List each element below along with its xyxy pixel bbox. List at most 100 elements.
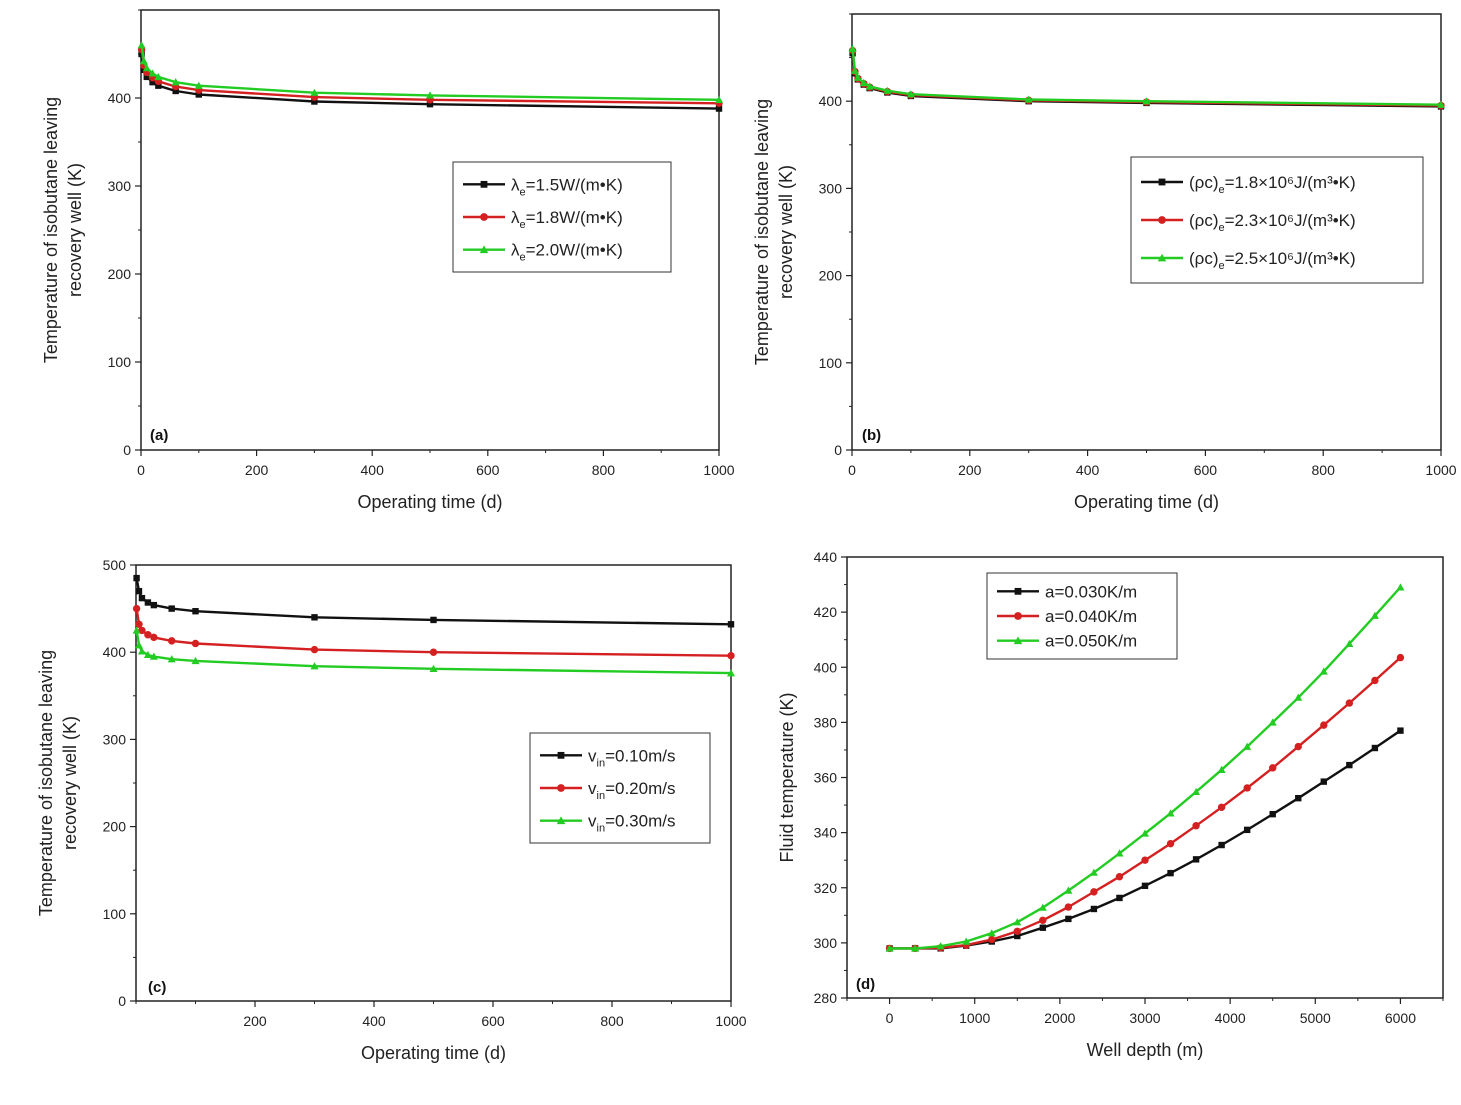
data-point — [1346, 761, 1353, 769]
panel-label: (b) — [862, 427, 881, 444]
x-axis-title: Operating time (d) — [361, 1043, 506, 1063]
x-axis-title: Operating time (d) — [1074, 492, 1219, 512]
legend-label: (ρc)e=2.3×10⁶J/(m³•K) — [1189, 211, 1356, 234]
legend-marker — [556, 816, 566, 825]
data-point — [144, 631, 152, 639]
data-point — [150, 601, 158, 609]
data-point — [430, 616, 437, 624]
data-point — [1166, 809, 1175, 817]
data-point — [1243, 826, 1251, 834]
legend-marker — [480, 180, 488, 188]
data-point — [1345, 639, 1354, 648]
y-axis-title: Fluid temperature (K) — [777, 692, 797, 862]
series-line-1 — [135, 577, 732, 626]
legend-marker — [479, 245, 489, 254]
x-tick-label: 200 — [958, 462, 982, 478]
data-point — [1089, 868, 1098, 876]
x-tick-label: 400 — [361, 462, 385, 478]
data-point — [1295, 794, 1302, 802]
legend-label: λe=2.0W/(m•K) — [511, 241, 623, 264]
data-point — [859, 78, 868, 87]
panel-c: 200 400 600 800 1000 0 100 200 300 400 500 Operatin… — [36, 557, 747, 1063]
panel-label: (c) — [148, 979, 166, 996]
data-point — [429, 648, 438, 656]
data-point — [1371, 676, 1379, 685]
legend-label: λe=1.5W/(m•K) — [511, 175, 623, 198]
y-axis-title: recovery well (K) — [65, 163, 85, 297]
y-axis-title: Temperature of isobutane leaving — [41, 97, 61, 363]
data-point — [988, 935, 996, 944]
data-point — [1013, 927, 1021, 935]
y-axis-title: recovery well (K) — [60, 716, 80, 850]
x-tick-label: 1000 — [959, 1010, 990, 1026]
data-point — [138, 594, 146, 602]
data-point — [1090, 905, 1098, 913]
legend-label: vin=0.30m/s — [588, 812, 675, 835]
data-point — [853, 73, 862, 81]
data-point — [1243, 742, 1252, 750]
data-point — [310, 645, 319, 654]
data-point — [1115, 849, 1124, 857]
panel-a: 0 200 400 600 800 1000 0 100 200 300 400 Operating … — [41, 9, 735, 512]
legend-marker — [1158, 216, 1166, 224]
y-tick-label: 340 — [814, 825, 838, 841]
y-tick-label: 200 — [103, 819, 127, 835]
legend-marker — [1013, 636, 1023, 645]
data-point — [1038, 903, 1047, 911]
x-tick-label: 2000 — [1044, 1010, 1075, 1026]
data-point — [1142, 97, 1151, 105]
data-point — [143, 650, 152, 659]
legend-label: a=0.030K/m — [1045, 582, 1137, 601]
data-point — [1294, 742, 1302, 751]
data-point — [1141, 856, 1149, 864]
data-point — [191, 639, 200, 648]
legend-label: a=0.040K/m — [1045, 607, 1137, 626]
data-point — [155, 82, 162, 89]
data-point — [848, 44, 857, 53]
legend-marker — [1014, 587, 1022, 595]
data-point — [1167, 869, 1174, 877]
data-point — [168, 605, 175, 612]
data-point — [1371, 744, 1379, 752]
data-point — [311, 614, 318, 621]
legend-marker — [1157, 253, 1167, 262]
data-point — [1319, 667, 1328, 675]
panel-d: 0 1000 2000 3000 4000 5000 6000 280 300 320 340 360… — [777, 549, 1444, 1060]
data-point — [1218, 841, 1225, 849]
y-axis-title: recovery well (K) — [776, 165, 796, 299]
x-tick-label: 800 — [592, 462, 616, 478]
x-tick-label: 200 — [243, 1013, 267, 1029]
data-point — [1141, 882, 1149, 890]
y-tick-label: 300 — [103, 731, 127, 747]
data-point — [1345, 699, 1354, 707]
y-tick-label: 400 — [814, 659, 838, 675]
data-point — [310, 88, 319, 96]
data-point — [1116, 894, 1123, 902]
data-point — [727, 669, 735, 677]
x-tick-label: 600 — [481, 1013, 505, 1029]
data-point — [191, 656, 200, 665]
y-tick-label: 440 — [814, 549, 838, 565]
data-point — [1397, 727, 1404, 734]
data-point — [1217, 803, 1226, 811]
data-point — [1269, 764, 1277, 772]
data-point — [194, 81, 203, 89]
data-point — [310, 662, 319, 670]
data-point — [137, 647, 146, 655]
data-point — [133, 574, 140, 582]
data-point — [1024, 95, 1033, 103]
y-tick-label: 280 — [814, 990, 838, 1006]
data-point — [885, 944, 894, 952]
x-tick-label: 600 — [1194, 462, 1218, 478]
data-point — [426, 100, 434, 108]
data-point — [936, 942, 945, 950]
y-tick-label: 400 — [108, 90, 132, 106]
data-point — [148, 69, 157, 77]
y-tick-label: 0 — [834, 442, 842, 458]
data-point — [167, 655, 176, 663]
legend-label: vin=0.20m/s — [588, 779, 675, 802]
data-point — [168, 637, 176, 645]
data-point — [1039, 916, 1047, 924]
data-point — [911, 944, 920, 952]
legend-marker — [557, 751, 565, 759]
